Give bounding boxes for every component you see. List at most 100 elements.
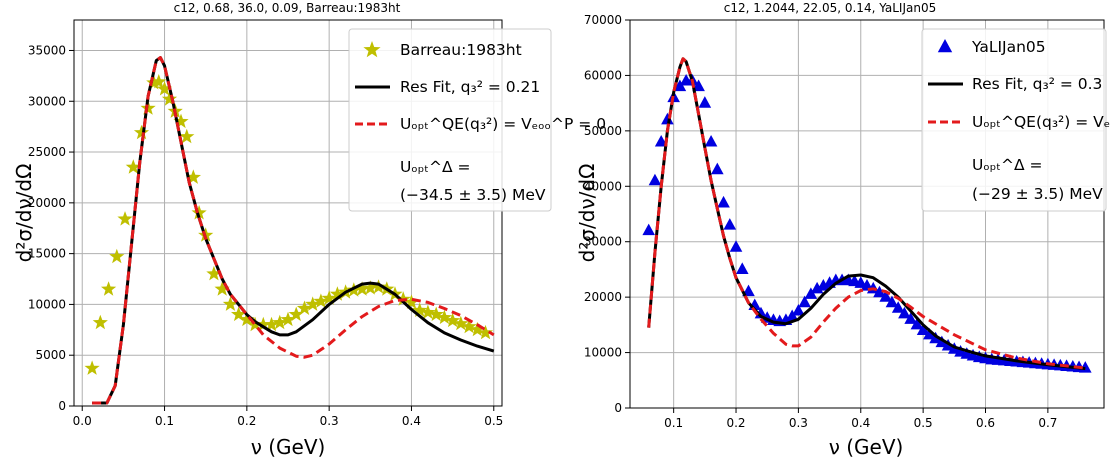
y-axis-label: d²σ/dν/dΩ — [12, 164, 36, 263]
x-tick-label: 0.5 — [484, 414, 503, 428]
data-point — [84, 360, 100, 375]
data-point — [692, 79, 705, 92]
legend-label-data: YaLIJan05 — [971, 38, 1046, 56]
data-point — [109, 248, 125, 264]
data-point — [798, 295, 811, 308]
legend-marker-data — [937, 39, 953, 53]
x-axis-ticks: 0.1 0.2 0.3 0.4 0.5 0.6 0.7 — [664, 408, 1057, 430]
data-point — [453, 315, 469, 331]
data-point — [910, 317, 924, 330]
data-point — [222, 296, 238, 311]
data-point — [296, 300, 313, 315]
legend-marker-shape — [937, 39, 953, 53]
plot-area — [642, 57, 1092, 373]
data-point — [151, 74, 167, 89]
y-tick-label: 40000 — [584, 179, 622, 193]
legend-label-fit: Res Fit, q₃² = 0.21 — [400, 78, 540, 96]
x-tick-label: 0.0 — [73, 414, 92, 428]
data-point — [420, 304, 436, 319]
data-point — [898, 306, 911, 319]
data-point — [146, 75, 162, 90]
y-tick-label: 15000 — [28, 247, 66, 261]
legend-label-qe: Uₒₚₜ^QE(q₃²) = Vₑₒₒ^P = 0 — [972, 113, 1110, 131]
data-point — [305, 296, 321, 311]
data-point — [785, 309, 799, 322]
data-point — [879, 290, 893, 302]
data-point — [469, 321, 485, 337]
data-point — [873, 285, 886, 298]
data-point — [436, 309, 452, 325]
data-point — [654, 134, 668, 147]
y-tick-label: 10000 — [28, 297, 66, 311]
y-axis-ticks: 0 5000 10000 15000 20000 25000 30000 35000 — [28, 43, 74, 413]
data-point — [173, 113, 189, 129]
data-point — [206, 265, 222, 281]
data-point — [321, 290, 337, 305]
data-point — [661, 112, 674, 125]
data-point — [698, 96, 712, 108]
data-point — [191, 205, 207, 220]
x-tick-label: 0.3 — [320, 414, 339, 428]
chart-left: c12, 0.68, 36.0, 0.09, Barreau:1983ht 0.… — [12, 1, 606, 459]
data-point — [133, 124, 150, 140]
x-tick-label: 0.5 — [914, 416, 933, 430]
x-axis-label: ν (GeV) — [829, 435, 904, 459]
data-point — [247, 316, 263, 332]
data-point — [754, 306, 768, 319]
y-tick-label: 10000 — [584, 346, 622, 360]
y-tick-label: 30000 — [584, 235, 622, 249]
data-point — [735, 262, 749, 274]
x-tick-label: 0.2 — [726, 416, 745, 430]
data-point — [792, 304, 805, 316]
y-tick-label: 50000 — [584, 124, 622, 138]
data-point — [125, 159, 141, 174]
x-tick-label: 0.3 — [789, 416, 808, 430]
data-point — [412, 302, 428, 317]
data-point — [729, 240, 743, 252]
data-point — [642, 223, 656, 236]
legend-marker-shape — [363, 41, 381, 58]
data-point — [916, 323, 930, 335]
data-point — [403, 294, 420, 309]
x-tick-label: 0.7 — [1038, 416, 1057, 430]
legend-extra-line-1: Uₒₚₜ^Δ = — [400, 158, 470, 176]
y-axis-label: d²σ/dν/dΩ — [575, 164, 599, 263]
data-point — [885, 295, 899, 308]
data-point — [263, 316, 280, 332]
data-point — [935, 335, 949, 348]
data-point — [179, 128, 195, 144]
y-tick-label: 0 — [58, 399, 66, 413]
x-tick-label: 0.6 — [976, 416, 995, 430]
x-axis-label: ν (GeV) — [251, 435, 326, 459]
x-tick-label: 0.2 — [237, 414, 256, 428]
y-tick-label: 60000 — [584, 68, 622, 82]
data-point — [156, 81, 173, 96]
y-tick-label: 35000 — [28, 43, 66, 57]
y-tick-label: 30000 — [28, 94, 66, 108]
data-point — [477, 324, 494, 340]
data-point — [891, 301, 905, 313]
y-axis-ticks: 0 10000 20000 30000 40000 50000 60000 70000 — [584, 13, 630, 415]
data-point — [214, 281, 230, 296]
x-tick-label: 0.1 — [155, 414, 174, 428]
x-tick-label: 0.4 — [851, 416, 870, 430]
x-tick-label: 0.4 — [402, 414, 421, 428]
data-point — [370, 279, 387, 294]
data-point — [288, 306, 304, 322]
data-point — [711, 162, 724, 175]
legend-extra-line-1: Uₒₚₜ^Δ = — [972, 156, 1042, 174]
y-tick-label: 70000 — [584, 13, 622, 27]
legend-marker-data — [363, 41, 381, 58]
y-tick-label: 25000 — [28, 145, 66, 159]
data-point — [329, 286, 345, 301]
legend-label-data: Barreau:1983ht — [400, 41, 522, 59]
data-point — [923, 327, 936, 340]
legend-label-fit: Res Fit, q₃² = 0.3 — [972, 75, 1102, 93]
data-point — [117, 211, 133, 226]
data-point — [255, 316, 271, 332]
chart-title: c12, 1.2044, 22.05, 0.14, YaLIJan05 — [724, 1, 936, 15]
chart-right: c12, 1.2044, 22.05, 0.14, YaLIJan05 0.1 0… — [575, 1, 1110, 459]
data-point — [648, 173, 662, 186]
data-point — [461, 318, 477, 334]
